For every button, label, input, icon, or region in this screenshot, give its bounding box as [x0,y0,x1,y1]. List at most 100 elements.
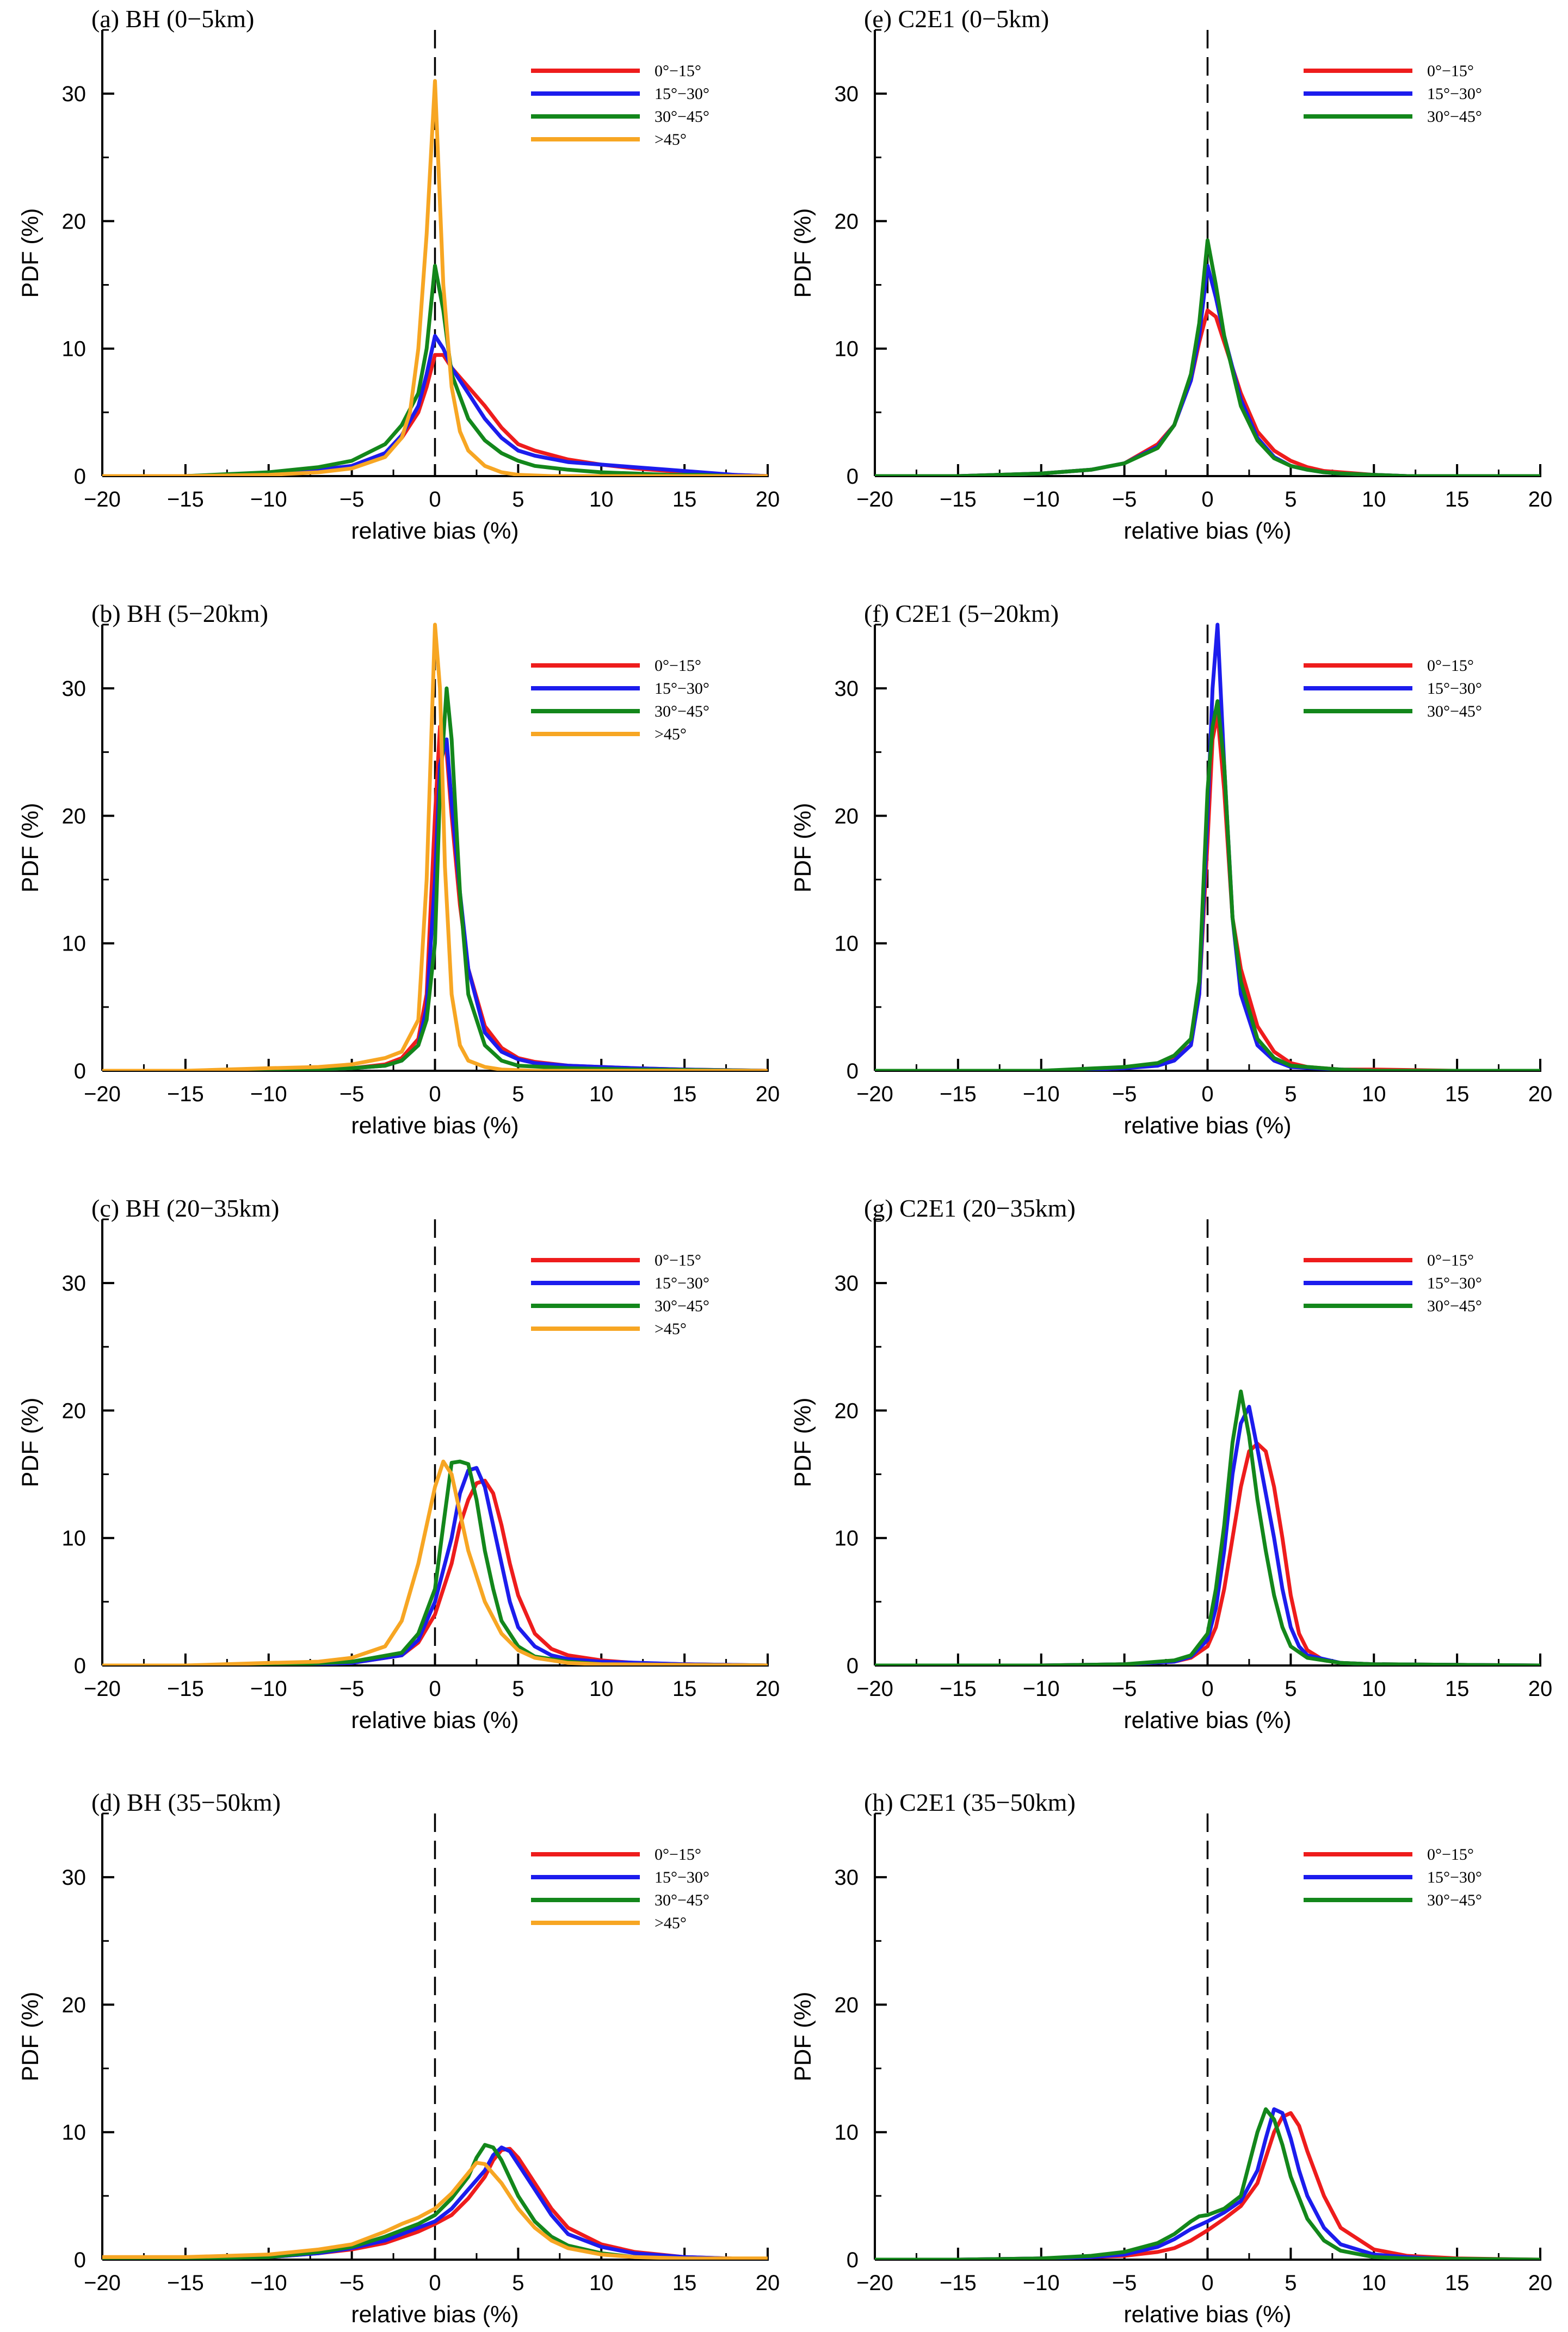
panel-title: (a) BH (0−5km) [91,5,254,33]
legend-label: 0°−15° [1427,1251,1474,1269]
panel-title: (b) BH (5−20km) [91,600,268,627]
y-tick-label: 0 [74,465,86,489]
y-tick-label: 30 [835,1272,859,1295]
panel-title: (f) C2E1 (5−20km) [864,600,1059,627]
series-line-3 [875,699,1540,1071]
x-tick-label: −15 [940,2271,977,2295]
series-line-4 [102,79,768,476]
x-axis-label: relative bias (%) [351,1113,518,1139]
y-tick-label: 20 [835,209,859,233]
x-tick-label: −20 [856,1677,893,1701]
panel-title: (c) BH (20−35km) [91,1194,279,1222]
panel-title: (d) BH (35−50km) [91,1788,281,1816]
x-tick-label: 20 [756,1677,780,1701]
legend-label: >45° [655,131,687,149]
x-tick-label: 0 [429,1082,441,1106]
x-tick-label: −10 [250,1082,287,1106]
x-tick-label: 20 [756,2271,780,2295]
legend-label: 15°−30° [655,680,709,698]
series-line-3 [875,238,1540,476]
x-tick-label: −10 [250,488,287,511]
x-tick-label: −20 [856,2271,893,2295]
y-axis-label: PDF (%) [790,803,816,893]
y-tick-label: 30 [835,82,859,106]
legend-label: 30°−45° [1427,702,1482,720]
x-tick-label: 0 [1201,488,1213,511]
panel-5: −20 −15 −10 −5 0 5 10 15 20 0 10 20 30 0°−15° 15°−30° 3… [790,5,1552,544]
series-line-4 [102,2161,768,2260]
x-tick-label: −20 [856,488,893,511]
y-tick-label: 0 [74,1059,86,1083]
x-tick-label: −10 [250,2271,287,2295]
y-tick-label: 20 [62,1399,87,1423]
x-tick-label: −15 [940,488,977,511]
x-tick-label: 5 [1285,488,1297,511]
y-tick-label: 10 [835,932,859,956]
y-axis-label: PDF (%) [17,803,44,893]
x-tick-label: −5 [339,488,365,511]
x-axis-label: relative bias (%) [1123,1113,1291,1139]
panel-4: −20 −15 −10 −5 0 5 10 15 20 0 10 20 30 0°−15° 15°−30° 3… [17,1788,780,2328]
y-tick-label: 10 [62,1527,87,1551]
x-tick-label: −20 [84,2271,121,2295]
y-tick-label: 30 [62,1272,87,1295]
x-tick-label: −10 [250,1677,287,1701]
x-tick-label: 20 [756,1082,780,1106]
legend-label: 0°−15° [1427,657,1474,675]
x-tick-label: 10 [1362,1677,1386,1701]
series-line-3 [102,686,768,1071]
x-tick-label: 0 [1201,1677,1213,1701]
y-tick-label: 10 [62,337,87,361]
legend-label: >45° [655,1914,687,1932]
x-tick-label: −15 [940,1082,977,1106]
x-axis-label: relative bias (%) [1123,518,1291,544]
legend-label: 15°−30° [655,1868,709,1886]
series-line-3 [102,263,768,476]
y-tick-label: 10 [835,2121,859,2145]
x-tick-label: 20 [756,488,780,511]
x-axis-label: relative bias (%) [1123,1707,1291,1733]
x-tick-label: 0 [1201,1082,1213,1106]
x-tick-label: 15 [672,1082,697,1106]
y-tick-label: 30 [62,82,87,106]
panel-1: −20 −15 −10 −5 0 5 10 15 20 0 10 20 30 0°−15° 15°−30° 3… [17,5,780,544]
x-tick-label: −15 [167,1677,204,1701]
x-tick-label: −10 [1023,488,1060,511]
x-tick-label: −5 [1112,488,1137,511]
series-line-4 [102,1459,768,1665]
y-tick-label: 0 [847,1654,859,1678]
legend-label: 0°−15° [655,62,701,80]
x-tick-label: 5 [512,2271,524,2295]
x-tick-label: 10 [589,2271,614,2295]
x-tick-label: 20 [1528,1082,1553,1106]
legend-label: 0°−15° [1427,62,1474,80]
y-axis-label: PDF (%) [17,208,44,298]
legend-label: >45° [655,1320,687,1338]
x-tick-label: −5 [1112,1082,1137,1106]
legend-label: >45° [655,725,687,743]
panel-6: −20 −15 −10 −5 0 5 10 15 20 0 10 20 30 0°−15° 15°−30° 3… [790,600,1552,1139]
x-tick-label: −5 [1112,2271,1137,2295]
y-tick-label: 30 [835,1866,859,1890]
x-tick-label: −15 [940,1677,977,1701]
y-tick-label: 20 [835,1399,859,1423]
legend-label: 15°−30° [1427,1274,1482,1292]
y-tick-label: 0 [74,1654,86,1678]
x-axis-label: relative bias (%) [1123,2302,1291,2328]
y-tick-label: 30 [62,1866,87,1890]
legend-label: 0°−15° [655,657,701,675]
x-tick-label: −20 [84,1677,121,1701]
legend-label: 30°−45° [655,1891,709,1909]
series-line-3 [875,2107,1540,2260]
series-line-3 [875,1389,1540,1665]
legend-label: 0°−15° [1427,1846,1474,1864]
x-tick-label: 10 [589,488,614,511]
x-tick-label: −15 [167,488,204,511]
x-tick-label: −10 [1023,1677,1060,1701]
x-tick-label: 5 [512,1677,524,1701]
x-tick-label: 15 [1445,488,1470,511]
y-tick-label: 20 [835,1993,859,2017]
legend-label: 30°−45° [655,702,709,720]
x-tick-label: 20 [1528,1677,1553,1701]
y-tick-label: 0 [847,2248,859,2272]
